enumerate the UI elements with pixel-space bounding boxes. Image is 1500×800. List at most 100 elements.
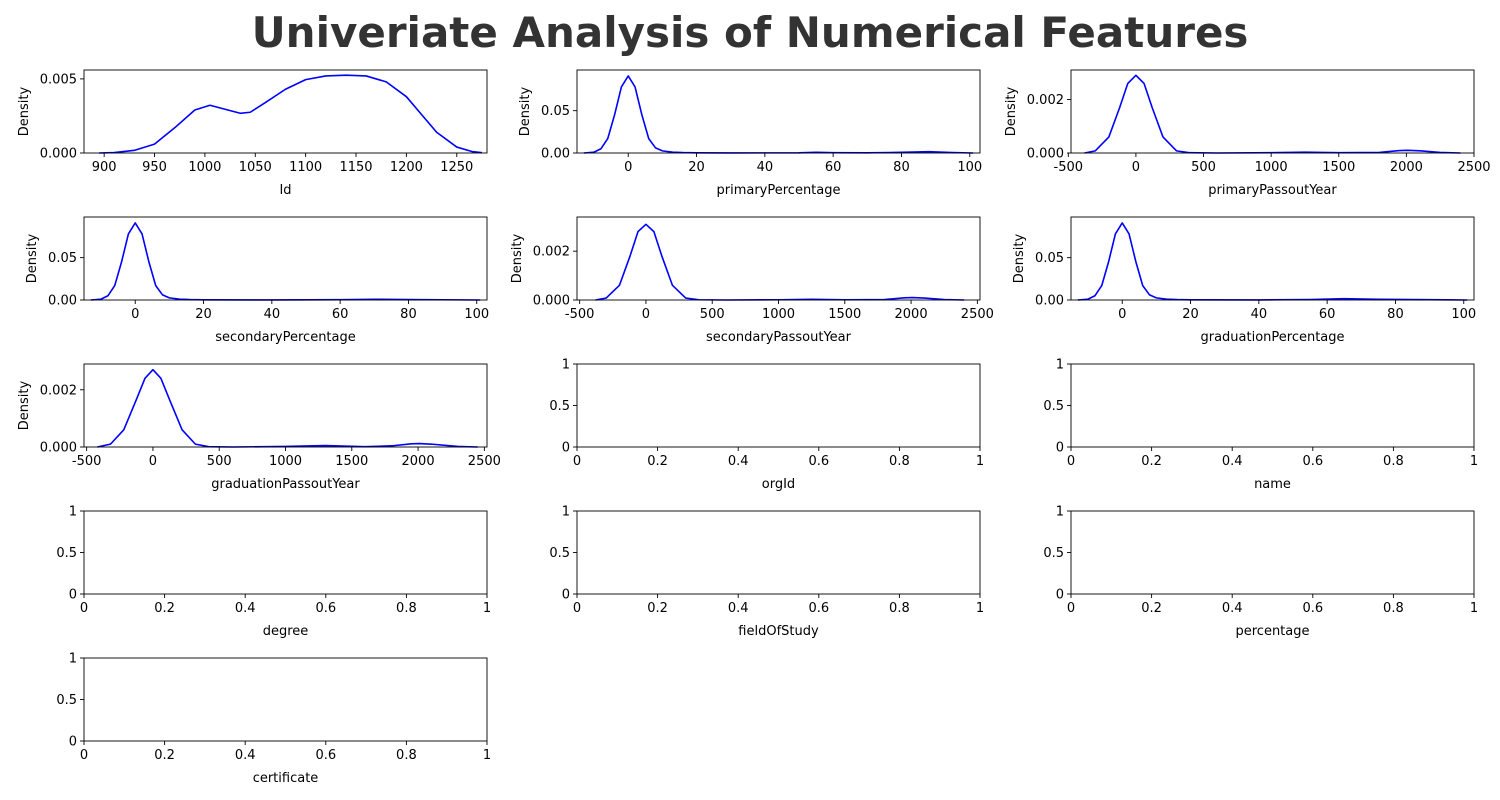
x-tick-label: 0.2	[1141, 601, 1162, 616]
x-tick-label: 0	[624, 160, 632, 175]
x-tick-label: 0.8	[1383, 601, 1404, 616]
y-tick-label: 0.000	[1027, 147, 1064, 162]
x-axis-label: Id	[279, 183, 291, 198]
x-axis-label: secondaryPercentage	[215, 330, 356, 345]
x-tick-label: 0	[80, 601, 88, 616]
x-tick-label: 0.8	[889, 454, 910, 469]
x-axis-label: graduationPassoutYear	[211, 477, 360, 492]
density-line	[583, 75, 974, 154]
x-tick-label: 1000	[1255, 160, 1288, 175]
x-tick-label: 20	[1182, 307, 1199, 322]
subplot-4: 0 20 40 60 80 100 0.00 0.05 secondaryPercentage D…	[25, 216, 489, 345]
x-tick-label: -500	[1054, 160, 1084, 175]
y-axis-label: Density	[17, 86, 32, 136]
x-tick-label: 0.4	[1222, 601, 1243, 616]
x-tick-label: 0.4	[728, 601, 749, 616]
density-line	[90, 222, 481, 301]
y-tick-label: 0	[69, 735, 77, 750]
x-tick-label: 0	[573, 454, 581, 469]
x-tick-label: 1500	[828, 307, 861, 322]
x-tick-label: 0.2	[154, 601, 175, 616]
y-axis-label: Density	[25, 233, 40, 283]
y-tick-label: 1	[69, 652, 77, 667]
subplot-6: 0 20 40 60 80 100 0.00 0.05 graduationPercentage…	[1012, 216, 1476, 345]
x-tick-label: 0.4	[235, 748, 256, 763]
x-tick-label: 0.6	[1302, 454, 1323, 469]
x-axis-label: percentage	[1235, 624, 1309, 639]
x-tick-label: 0.6	[1302, 601, 1323, 616]
y-tick-label: 0.5	[549, 546, 570, 561]
y-tick-label: 0.05	[48, 251, 77, 266]
x-tick-label: 2000	[402, 454, 435, 469]
x-tick-label: 0.4	[728, 454, 749, 469]
subplot-3: -500 0 500 1000 1500 2000 2500 0.000 0.002 primar…	[1004, 69, 1491, 198]
axes-frame	[1070, 363, 1475, 448]
subplot-5: -500 0 500 1000 1500 2000 2500 0.000 0.002 second…	[510, 216, 994, 345]
x-tick-label: 0.2	[647, 601, 668, 616]
x-tick-label: 0	[149, 454, 157, 469]
axes-frame	[83, 216, 488, 301]
x-tick-label: 0	[1132, 160, 1140, 175]
axes-frame	[1070, 510, 1475, 595]
x-tick-label: 0.6	[808, 601, 829, 616]
x-axis-label: certificate	[253, 771, 319, 786]
x-tick-label: 0.8	[396, 601, 417, 616]
x-tick-label: 0.8	[396, 748, 417, 763]
x-tick-label: 0.2	[154, 748, 175, 763]
x-axis-label: degree	[263, 624, 309, 639]
x-tick-label: 0.4	[235, 601, 256, 616]
y-tick-label: 0.5	[56, 693, 77, 708]
y-tick-label: 0.5	[56, 546, 77, 561]
y-axis-label: Density	[1004, 86, 1019, 136]
y-axis-label: Density	[1012, 233, 1027, 283]
y-tick-label: 0.00	[48, 294, 77, 309]
x-axis-label: secondaryPassoutYear	[706, 330, 852, 345]
x-tick-label: 1200	[390, 160, 423, 175]
x-tick-label: 0	[1118, 307, 1126, 322]
x-tick-label: 80	[1387, 307, 1404, 322]
x-tick-label: 1150	[339, 160, 372, 175]
subplot-12: 0 0.2 0.4 0.6 0.8 1 0 0.5 1 percentage	[1043, 505, 1478, 640]
x-tick-label: 60	[1319, 307, 1336, 322]
y-tick-label: 0.5	[549, 399, 570, 414]
x-tick-label: 1250	[440, 160, 473, 175]
y-axis-label: Density	[510, 233, 525, 283]
x-tick-label: 2000	[1390, 160, 1423, 175]
x-tick-label: 1000	[188, 160, 221, 175]
axes-frame	[576, 510, 981, 595]
x-tick-label: 500	[207, 454, 232, 469]
density-line	[595, 223, 965, 301]
x-tick-label: 900	[92, 160, 117, 175]
y-tick-label: 0	[1056, 588, 1064, 603]
x-axis-label: orgId	[762, 477, 795, 492]
axes-frame	[83, 363, 488, 448]
y-tick-label: 1	[562, 505, 570, 520]
x-tick-label: 0.6	[315, 748, 336, 763]
x-tick-label: 1	[976, 601, 984, 616]
x-tick-label: 1500	[1322, 160, 1355, 175]
subplot-2: 0 20 40 60 80 100 0.00 0.05 primaryPercentage Den…	[518, 69, 982, 198]
x-tick-label: 1	[1470, 601, 1478, 616]
x-tick-label: 0	[131, 307, 139, 322]
x-tick-label: 100	[957, 160, 982, 175]
axes-frame	[1070, 216, 1475, 301]
y-tick-label: 0.002	[1027, 93, 1064, 108]
y-tick-label: 0.005	[40, 72, 77, 87]
x-tick-label: 0	[573, 601, 581, 616]
y-tick-label: 0.000	[40, 147, 77, 162]
x-tick-label: 40	[264, 307, 281, 322]
subplot-11: 0 0.2 0.4 0.6 0.8 1 0 0.5 1 fieldOfStudy	[549, 505, 984, 640]
x-tick-label: 0.8	[1383, 454, 1404, 469]
y-tick-label: 0.05	[1035, 251, 1064, 266]
x-axis-label: primaryPassoutYear	[1208, 183, 1337, 198]
x-tick-label: 40	[1251, 307, 1268, 322]
axes-frame	[576, 363, 981, 448]
x-tick-label: 100	[1451, 307, 1476, 322]
axes-frame	[83, 510, 488, 595]
x-tick-label: 1	[976, 454, 984, 469]
x-tick-label: 0.2	[1141, 454, 1162, 469]
subplot-8: 0 0.2 0.4 0.6 0.8 1 0 0.5 1 orgId	[549, 358, 984, 493]
subplot-13: 0 0.2 0.4 0.6 0.8 1 0 0.5 1 certificate	[56, 652, 491, 787]
x-tick-label: 0	[80, 748, 88, 763]
